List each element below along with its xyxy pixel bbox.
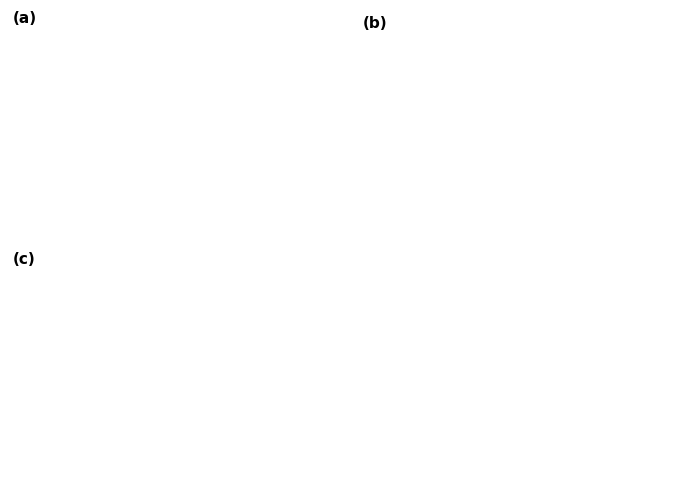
Text: (b): (b)	[363, 16, 388, 31]
Text: (c): (c)	[13, 252, 36, 267]
Text: (a): (a)	[13, 11, 37, 26]
